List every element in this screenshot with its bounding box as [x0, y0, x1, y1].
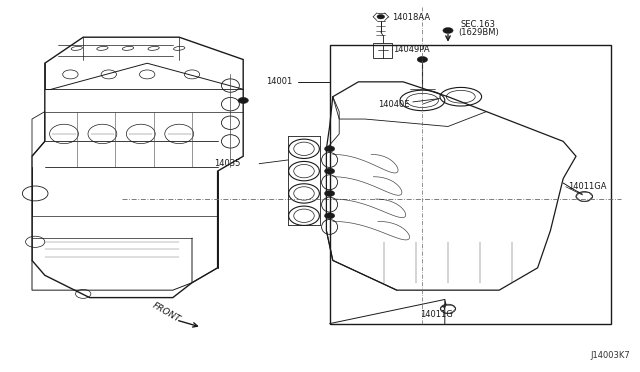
Text: 14035: 14035 — [214, 159, 241, 168]
Circle shape — [377, 15, 385, 19]
Text: SEC.163: SEC.163 — [461, 20, 496, 29]
Text: 14001: 14001 — [266, 77, 292, 86]
Circle shape — [324, 213, 335, 219]
Text: 14049PA: 14049PA — [393, 45, 429, 54]
Text: (1629BM): (1629BM) — [458, 28, 499, 37]
Circle shape — [324, 190, 335, 196]
Circle shape — [324, 146, 335, 152]
Text: FRONT: FRONT — [151, 301, 182, 324]
Circle shape — [443, 28, 453, 33]
Text: 14040E: 14040E — [378, 100, 409, 109]
Text: 14011GA: 14011GA — [568, 182, 607, 191]
Circle shape — [324, 168, 335, 174]
Circle shape — [238, 97, 248, 103]
Circle shape — [417, 57, 428, 62]
Bar — [330, 45, 611, 324]
Text: 14018AA: 14018AA — [392, 13, 430, 22]
Text: J14003K7: J14003K7 — [591, 351, 630, 360]
Text: 14011G: 14011G — [420, 310, 453, 319]
